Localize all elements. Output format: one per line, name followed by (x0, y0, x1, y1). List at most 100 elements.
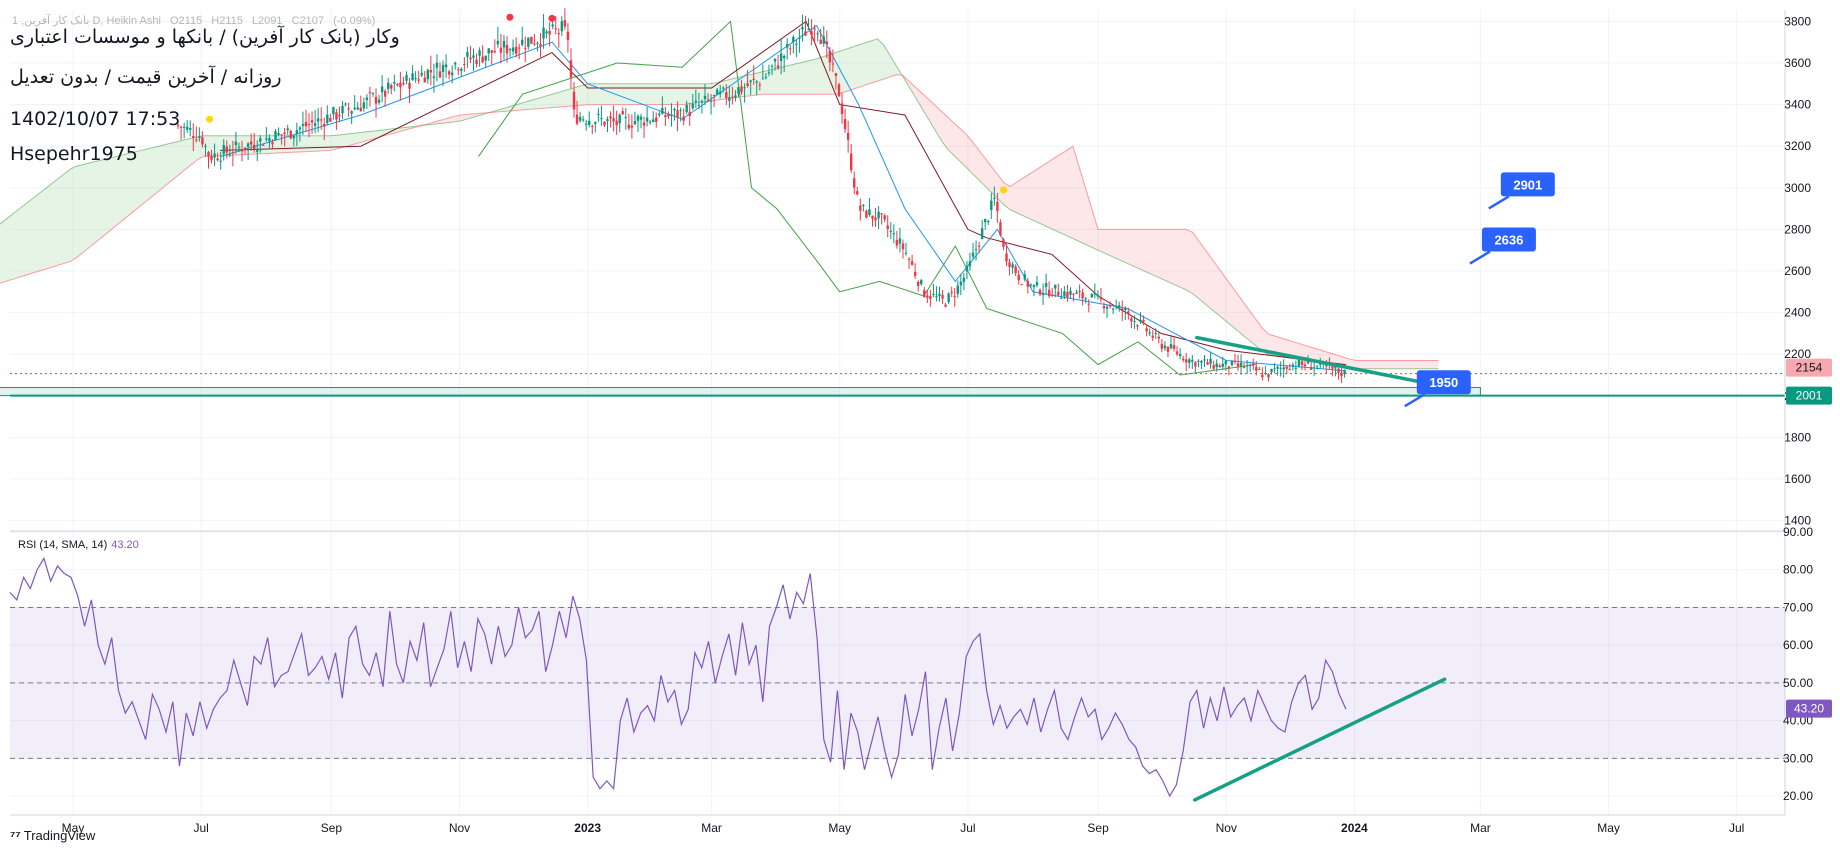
callout-pointer (1469, 250, 1491, 265)
candle-body (1276, 366, 1279, 369)
candle-body (1340, 372, 1343, 377)
candle-body (898, 238, 902, 244)
cloud-segment (165, 143, 172, 186)
candle-body (195, 139, 198, 141)
cloud-segment (77, 164, 84, 258)
candle-body (1227, 366, 1231, 369)
cloud-segment (839, 49, 847, 94)
candle-body (983, 219, 987, 223)
cloud-segment (215, 135, 223, 156)
candle-body (731, 96, 734, 98)
cloud-segment (1167, 229, 1174, 285)
tenkan-sen-line (219, 24, 1347, 372)
candle-body (849, 153, 853, 171)
cloud-segment (524, 100, 531, 110)
candle-body (944, 304, 947, 307)
candle-body (959, 281, 963, 286)
cloud-segment (1110, 229, 1118, 259)
candle-body (883, 215, 886, 220)
candle-body (676, 110, 679, 118)
candle-body (1212, 365, 1215, 369)
candle-body (487, 48, 490, 54)
candle-body (289, 130, 292, 139)
candle-body (1066, 291, 1069, 298)
candle-body (1108, 305, 1112, 307)
candle-body (920, 280, 923, 285)
candle-body (935, 296, 938, 298)
candle-body (1020, 284, 1023, 286)
candle-body (1188, 359, 1191, 363)
candle-body (292, 135, 295, 139)
candle-body (460, 68, 463, 71)
cloud-segment (367, 131, 374, 141)
candle-body (1245, 365, 1249, 367)
callout-box (1481, 227, 1536, 252)
candle-body (1239, 362, 1243, 367)
candle-body (828, 50, 832, 63)
chart-subtitle: روزانه / آخرین قیمت / بدون تعدیل (10, 66, 282, 88)
candle-body (913, 272, 917, 276)
candle-body (804, 31, 807, 36)
cloud-segment (360, 131, 368, 143)
candle-body (1075, 292, 1078, 294)
cloud-segment (650, 83, 657, 105)
cloud-segment (1274, 336, 1281, 357)
candle-body (697, 104, 701, 106)
cloud-segment (814, 57, 821, 95)
candle-body (338, 115, 341, 117)
support-zone (0, 387, 1481, 397)
cloud-segment (890, 55, 897, 77)
candle-body (1041, 293, 1045, 295)
candle-body (603, 121, 606, 126)
candle-body (578, 116, 582, 121)
cloud-segment (1413, 360, 1420, 369)
candle-body (1309, 367, 1313, 370)
candle-body (521, 39, 524, 45)
candle-body (1142, 320, 1145, 322)
cloud-segment (354, 132, 361, 145)
time-tick-label: Sep (321, 821, 343, 835)
cloud-segment (638, 83, 645, 105)
candle-body (234, 141, 238, 146)
cloud-segment (335, 134, 342, 150)
tradingview-brand[interactable]: ⁷⁷ TradingView (10, 828, 95, 843)
time-tick-label: 2024 (1341, 821, 1368, 835)
candle-body (490, 50, 493, 53)
candle-body (752, 78, 755, 80)
cloud-segment (1079, 167, 1086, 245)
rsi-tick-label: 60.00 (1783, 638, 1813, 652)
candle-body (359, 107, 362, 112)
candle-body (789, 48, 792, 50)
candle-body (307, 124, 311, 126)
candle-body (1282, 367, 1285, 370)
rsi-legend[interactable]: RSI (14, SMA, 14) 43.20 (18, 539, 139, 551)
candle-body (252, 144, 256, 150)
callout-pointer (1488, 195, 1510, 210)
candle-body (417, 79, 420, 81)
legend-open: O2115 (169, 15, 203, 27)
cloud-segment (751, 72, 758, 96)
candle-body (853, 178, 856, 188)
legend-high: H2115 (211, 15, 243, 27)
candle-body (396, 84, 399, 86)
cloud-segment (1211, 258, 1218, 315)
cloud-segment (877, 38, 884, 82)
candle-body (779, 53, 783, 62)
candle-body (801, 27, 804, 30)
candle-body (667, 113, 670, 117)
price-tick-label: 3200 (1784, 139, 1811, 153)
candle-body (609, 116, 612, 119)
candle-body (457, 69, 460, 71)
cloud-segment (801, 60, 809, 95)
candle-body (450, 72, 454, 76)
cloud-segment (1180, 229, 1187, 290)
cloud-segment (1142, 229, 1149, 273)
rsi-tick-label: 30.00 (1783, 751, 1813, 765)
last-price-tag-bg (1786, 358, 1832, 377)
cloud-segment (52, 178, 59, 268)
candle-body (770, 65, 774, 67)
candle-body (514, 46, 518, 54)
cloud-segment (530, 98, 538, 110)
candle-body (1221, 363, 1224, 367)
